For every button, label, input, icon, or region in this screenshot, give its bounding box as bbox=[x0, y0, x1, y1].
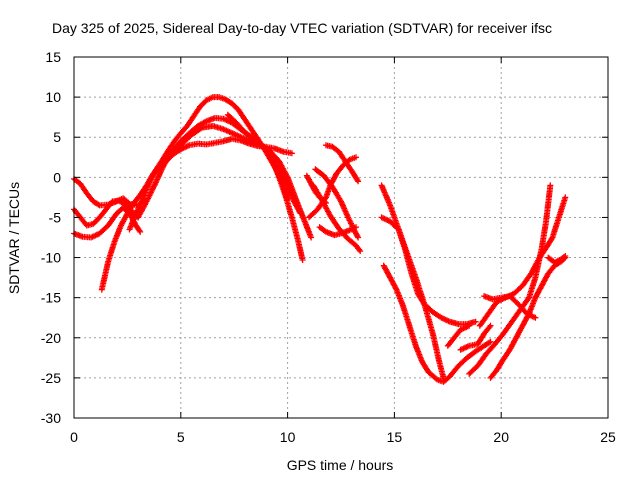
data-point bbox=[355, 178, 362, 185]
data-point bbox=[355, 234, 362, 241]
data-point bbox=[136, 227, 143, 234]
data-point bbox=[323, 200, 329, 206]
data-point bbox=[353, 154, 359, 161]
plot-frame bbox=[73, 56, 609, 419]
data-point bbox=[137, 228, 144, 235]
series-arc-19 bbox=[487, 254, 569, 381]
y-tick-label: 5 bbox=[53, 129, 61, 145]
x-tick-label: 20 bbox=[493, 429, 509, 445]
data-point bbox=[562, 253, 569, 259]
data-point bbox=[288, 150, 295, 157]
series-arc-4 bbox=[98, 135, 295, 293]
data-point bbox=[487, 338, 494, 345]
data-point bbox=[392, 285, 399, 292]
series-arc-24 bbox=[545, 253, 569, 266]
x-tick-label: 25 bbox=[600, 429, 616, 445]
data-point bbox=[357, 248, 364, 255]
y-tick-label: 15 bbox=[45, 49, 61, 65]
data-point bbox=[299, 257, 306, 263]
series-arc-8 bbox=[224, 111, 315, 241]
grid-lines bbox=[74, 57, 608, 418]
series-arc-23 bbox=[457, 322, 494, 353]
y-tick-label: -15 bbox=[41, 290, 61, 306]
data-points bbox=[71, 94, 569, 385]
y-tick-label: -30 bbox=[41, 410, 61, 426]
data-point bbox=[466, 322, 473, 329]
chart-title: Day 325 of 2025, Sidereal Day-to-day VTE… bbox=[52, 20, 552, 36]
data-point bbox=[547, 182, 554, 189]
data-point bbox=[353, 224, 359, 231]
y-tick-label: -5 bbox=[49, 209, 62, 225]
y-axis-label: SDTVAR / TECUs bbox=[6, 182, 22, 294]
y-tick-label: -10 bbox=[41, 250, 61, 266]
data-point bbox=[487, 322, 494, 329]
series-arc-12 bbox=[316, 224, 359, 239]
data-point bbox=[486, 339, 493, 346]
y-tick-label: -25 bbox=[41, 370, 61, 386]
series-arc-14 bbox=[303, 172, 329, 206]
x-tick-label: 0 bbox=[70, 429, 78, 445]
y-tick-label: 10 bbox=[45, 89, 61, 105]
series-arc-21 bbox=[481, 293, 539, 321]
data-point bbox=[548, 235, 555, 242]
series-arc-17 bbox=[380, 262, 494, 385]
x-tick-label: 5 bbox=[177, 429, 185, 445]
series-arc-5 bbox=[126, 94, 291, 233]
data-point bbox=[354, 233, 361, 240]
x-tick-label: 15 bbox=[387, 429, 403, 445]
data-point bbox=[308, 234, 315, 241]
series-arc-18 bbox=[466, 182, 554, 377]
series-arc-16 bbox=[378, 214, 479, 328]
data-point bbox=[321, 198, 328, 205]
data-point bbox=[562, 194, 569, 201]
x-tick-label: 10 bbox=[280, 429, 296, 445]
series-arc-22 bbox=[444, 322, 473, 349]
axis-ticks: 0 5 10 15 20 25 15 10 5 0 -5 -10 -15 -20 -25 -30 bbox=[41, 49, 616, 445]
x-axis-label: GPS time / hours bbox=[287, 457, 394, 473]
series-arc-13 bbox=[323, 142, 362, 185]
data-point bbox=[472, 318, 479, 325]
data-point bbox=[532, 314, 539, 321]
data-point bbox=[354, 177, 361, 183]
y-tick-label: 0 bbox=[53, 169, 61, 185]
y-tick-label: -20 bbox=[41, 330, 61, 346]
